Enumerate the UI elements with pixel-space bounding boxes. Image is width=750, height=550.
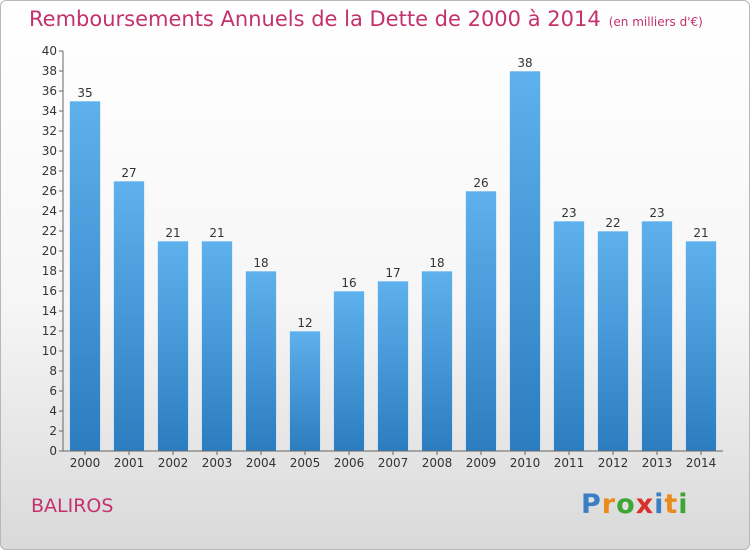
y-tick-label: 28 — [42, 164, 57, 178]
logo-letter: r — [601, 489, 617, 520]
bar — [289, 330, 321, 452]
bar-value-label: 22 — [605, 216, 620, 230]
y-tick-label: 12 — [42, 324, 57, 338]
y-tick-label: 16 — [42, 284, 57, 298]
x-tick-label: 2004 — [246, 456, 277, 470]
bar-value-label: 23 — [649, 206, 664, 220]
bar — [377, 280, 409, 452]
logo-letter: i — [678, 489, 689, 520]
x-tick-label: 2013 — [642, 456, 673, 470]
bar — [333, 290, 365, 452]
logo-letter: x — [635, 489, 655, 520]
logo-letter: i — [654, 489, 665, 520]
bar — [509, 70, 541, 452]
y-tick-label: 4 — [49, 404, 57, 418]
bar-value-label: 12 — [297, 316, 312, 330]
bar — [69, 100, 101, 452]
y-tick-label: 0 — [49, 444, 57, 458]
y-tick-label: 32 — [42, 124, 57, 138]
x-tick-label: 2006 — [334, 456, 365, 470]
bar-value-label: 23 — [561, 206, 576, 220]
y-tick-label: 8 — [49, 364, 57, 378]
x-tick-label: 2001 — [114, 456, 145, 470]
chart-title: Remboursements Annuels de la Dette de 20… — [29, 7, 703, 31]
bar — [245, 270, 277, 452]
y-tick-label: 14 — [42, 304, 57, 318]
bar-value-label: 18 — [253, 256, 268, 270]
y-tick-label: 6 — [49, 384, 57, 398]
bar — [465, 190, 497, 452]
bar-value-label: 17 — [385, 266, 400, 280]
y-tick-label: 22 — [42, 224, 57, 238]
x-tick-label: 2011 — [554, 456, 585, 470]
x-tick-label: 2007 — [378, 456, 409, 470]
logo-letter: P — [581, 489, 602, 520]
bar — [553, 220, 585, 452]
y-tick-label: 38 — [42, 64, 57, 78]
bar-value-label: 26 — [473, 176, 488, 190]
x-tick-label: 2000 — [70, 456, 101, 470]
chart-title-text: Remboursements Annuels de la Dette de 20… — [29, 7, 601, 31]
y-tick-label: 10 — [42, 344, 57, 358]
bar-value-label: 21 — [209, 226, 224, 240]
bar — [597, 230, 629, 452]
bar — [157, 240, 189, 452]
x-tick-label: 2012 — [598, 456, 629, 470]
x-tick-label: 2002 — [158, 456, 189, 470]
bar-value-label: 35 — [77, 86, 92, 100]
y-tick-label: 26 — [42, 184, 57, 198]
y-tick-label: 20 — [42, 244, 57, 258]
bar — [113, 180, 145, 452]
logo-letter: o — [616, 489, 636, 520]
x-tick-label: 2008 — [422, 456, 453, 470]
y-tick-label: 36 — [42, 84, 57, 98]
x-tick-label: 2005 — [290, 456, 321, 470]
x-tick-label: 2003 — [202, 456, 233, 470]
bar — [421, 270, 453, 452]
proxiti-logo: Proxiti — [581, 489, 689, 520]
x-axis: 2000 2001 2002 2003 2004 2005 2006 2007 2008 2009… — [63, 450, 723, 470]
x-tick-label: 2009 — [466, 456, 497, 470]
bar-series: 35 27 21 21 18 12 16 17 18 26 38 23 22 23 21 — [69, 56, 717, 452]
y-tick-label: 2 — [49, 424, 57, 438]
y-tick-label: 24 — [42, 204, 57, 218]
x-tick-label: 2010 — [510, 456, 541, 470]
y-tick-label: 40 — [42, 44, 57, 58]
chart-unit: (en milliers d'€) — [608, 15, 703, 29]
place-name: BALIROS — [31, 495, 114, 517]
y-tick-label: 34 — [42, 104, 57, 118]
bar-value-label: 21 — [693, 226, 708, 240]
y-tick-label: 30 — [42, 144, 57, 158]
bar-value-label: 16 — [341, 276, 356, 290]
bar — [685, 240, 717, 452]
x-tick-label: 2014 — [686, 456, 717, 470]
bar-value-label: 38 — [517, 56, 532, 70]
bar — [201, 240, 233, 452]
bar-value-label: 27 — [121, 166, 136, 180]
bar-value-label: 21 — [165, 226, 180, 240]
bar — [641, 220, 673, 452]
bar-value-label: 18 — [429, 256, 444, 270]
y-tick-label: 18 — [42, 264, 57, 278]
logo-letter: t — [664, 489, 679, 520]
